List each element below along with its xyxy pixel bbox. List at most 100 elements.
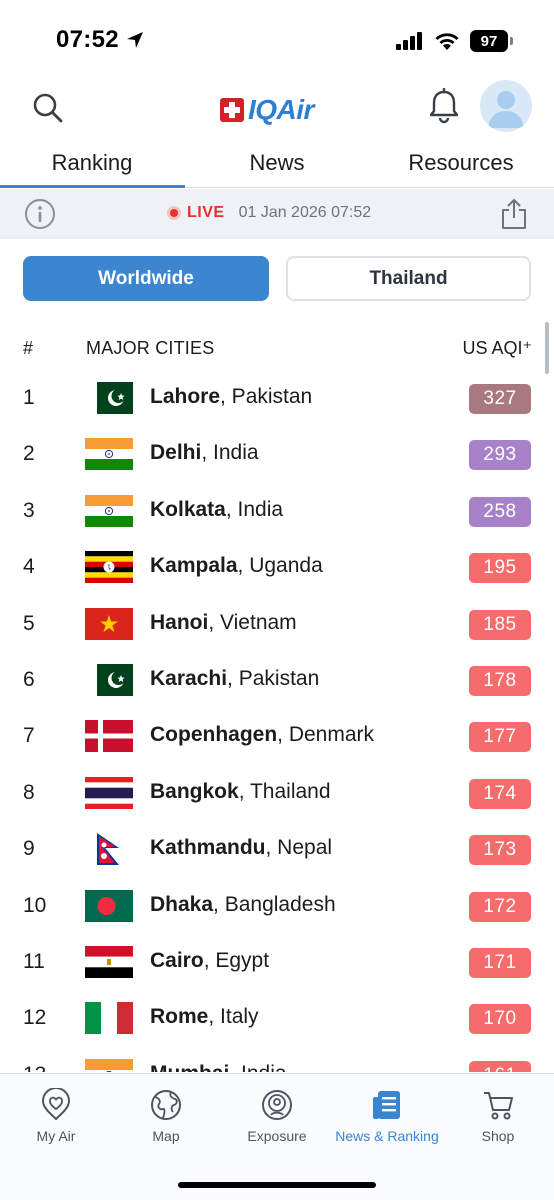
city-name: Mumbai, India xyxy=(150,1062,287,1072)
bell-icon[interactable] xyxy=(426,88,462,126)
city-label: Lahore xyxy=(150,385,221,408)
table-row[interactable]: 3 Kolkata, India 258 xyxy=(0,483,554,539)
cellular-signal-icon xyxy=(396,32,422,50)
iqair-logo: IQAir xyxy=(220,94,314,126)
country-label: , India xyxy=(229,1062,286,1072)
aqi-badge: 178 xyxy=(469,665,531,696)
table-row[interactable]: 9 Kathmandu, Nepal 173 xyxy=(0,821,554,877)
heart-pin-icon xyxy=(41,1088,71,1121)
city-label: Dhaka xyxy=(150,892,214,916)
table-row[interactable]: 12 Rome, Italy 170 xyxy=(0,990,554,1046)
country-label: , Egypt xyxy=(203,948,270,972)
country-label: , Vietnam xyxy=(208,610,297,634)
thailand-flag xyxy=(85,776,133,809)
nav-exposure[interactable]: Exposure xyxy=(222,1088,332,1144)
city-name: Bangkok, Thailand xyxy=(150,780,331,804)
table-row[interactable]: 2 Delhi, India 293 xyxy=(0,426,554,482)
aqi-column-header[interactable]: US AQI⁺ xyxy=(462,338,532,358)
tab-bar: Ranking News Resources xyxy=(0,140,554,188)
city-name: Copenhagen, Denmark xyxy=(150,723,374,747)
city-name: Kathmandu, Nepal xyxy=(150,836,332,860)
country-label: , Pakistan xyxy=(227,666,320,690)
italy-flag xyxy=(85,1002,133,1035)
info-icon[interactable] xyxy=(24,198,56,230)
aqi-badge: 258 xyxy=(469,496,531,527)
rank-number: 8 xyxy=(23,780,35,804)
tab-ranking[interactable]: Ranking xyxy=(51,150,133,175)
tab-resources[interactable]: Resources xyxy=(408,150,514,175)
city-ranking-list: 1 Lahore, Pakistan 327 2 Delhi, India 293 3 Kol… xyxy=(0,370,554,1072)
scrollbar[interactable] xyxy=(545,322,549,374)
city-label: Kolkata xyxy=(150,497,226,521)
table-row[interactable]: 6 Karachi, Pakistan 178 xyxy=(0,652,554,708)
active-tab-indicator xyxy=(0,185,185,188)
live-status: LIVE 01 Jan 2026 07:52 xyxy=(167,204,371,222)
rank-number: 2 xyxy=(23,442,35,466)
aqi-badge: 177 xyxy=(469,722,531,753)
aqi-badge: 293 xyxy=(469,440,531,471)
news-list-icon xyxy=(373,1091,400,1119)
city-name: Hanoi, Vietnam xyxy=(150,611,297,635)
country-label: , Italy xyxy=(208,1005,259,1029)
worldwide-button[interactable]: Worldwide xyxy=(23,256,269,301)
country-label: , Pakistan xyxy=(220,385,313,408)
city-label: Hanoi xyxy=(150,610,209,634)
live-dot-icon xyxy=(167,206,181,220)
nav-label: Map xyxy=(152,1128,180,1144)
rank-number: 12 xyxy=(23,1006,47,1030)
nav-news-ranking[interactable]: News & Ranking xyxy=(332,1088,442,1144)
city-label: Delhi xyxy=(150,441,202,465)
rank-number: 10 xyxy=(23,893,47,917)
avatar[interactable] xyxy=(480,80,532,132)
home-indicator[interactable] xyxy=(178,1182,376,1188)
aqi-badge: 170 xyxy=(469,1004,531,1035)
nav-shop[interactable]: Shop xyxy=(443,1088,553,1144)
country-label: , Bangladesh xyxy=(213,892,336,916)
thailand-button[interactable]: Thailand xyxy=(286,256,531,301)
nepal-flag xyxy=(85,833,133,866)
logo-text: IQAir xyxy=(248,94,314,125)
exposure-icon xyxy=(262,1090,292,1120)
india-flag xyxy=(85,1058,133,1072)
tab-news[interactable]: News xyxy=(249,150,305,175)
table-row[interactable]: 8 Bangkok, Thailand 174 xyxy=(0,765,554,821)
search-icon[interactable] xyxy=(30,90,66,126)
table-row[interactable]: 4 Kampala, Uganda 195 xyxy=(0,539,554,595)
bottom-nav: My Air Map Exposure News & Ranking xyxy=(0,1073,554,1200)
city-label: Bangkok xyxy=(150,779,239,803)
rank-number: 13 xyxy=(23,1063,46,1072)
country-label: , Denmark xyxy=(277,723,375,747)
country-label: , India xyxy=(201,441,259,465)
india-flag xyxy=(85,494,133,527)
city-label: Kampala xyxy=(150,554,238,578)
table-row[interactable]: 13 Mumbai, India 161 xyxy=(0,1047,554,1072)
share-icon[interactable] xyxy=(500,198,528,230)
battery-level: 97 xyxy=(480,32,498,50)
app-header: IQAir xyxy=(0,80,554,136)
city-column-header: MAJOR CITIES xyxy=(86,338,215,358)
nav-label: News & Ranking xyxy=(335,1128,439,1144)
rank-number: 1 xyxy=(23,386,35,409)
nav-label: My Air xyxy=(36,1128,76,1144)
country-label: , Nepal xyxy=(265,836,333,860)
cart-icon xyxy=(484,1092,513,1120)
table-row[interactable]: 1 Lahore, Pakistan 327 xyxy=(0,370,554,426)
table-row[interactable]: 5 Hanoi, Vietnam 185 xyxy=(0,596,554,652)
nav-my-air[interactable]: My Air xyxy=(1,1088,111,1144)
live-bar: LIVE 01 Jan 2026 07:52 xyxy=(0,189,554,239)
table-row[interactable]: 11 Cairo, Egypt 171 xyxy=(0,934,554,990)
city-name: Rome, Italy xyxy=(150,1005,259,1029)
nav-map[interactable]: Map xyxy=(111,1088,221,1144)
user-avatar-icon xyxy=(488,91,524,128)
globe-icon xyxy=(151,1090,181,1120)
city-name: Lahore, Pakistan xyxy=(150,385,312,409)
location-arrow-icon xyxy=(126,32,143,48)
swiss-cross-icon xyxy=(220,98,244,122)
country-label: , India xyxy=(225,497,284,521)
bangladesh-flag xyxy=(85,889,133,922)
vietnam-flag xyxy=(85,607,133,640)
denmark-flag xyxy=(85,720,133,753)
table-row[interactable]: 7 Copenhagen, Denmark 177 xyxy=(0,708,554,764)
table-row[interactable]: 10 Dhaka, Bangladesh 172 xyxy=(0,878,554,934)
city-name: Dhaka, Bangladesh xyxy=(150,893,336,917)
